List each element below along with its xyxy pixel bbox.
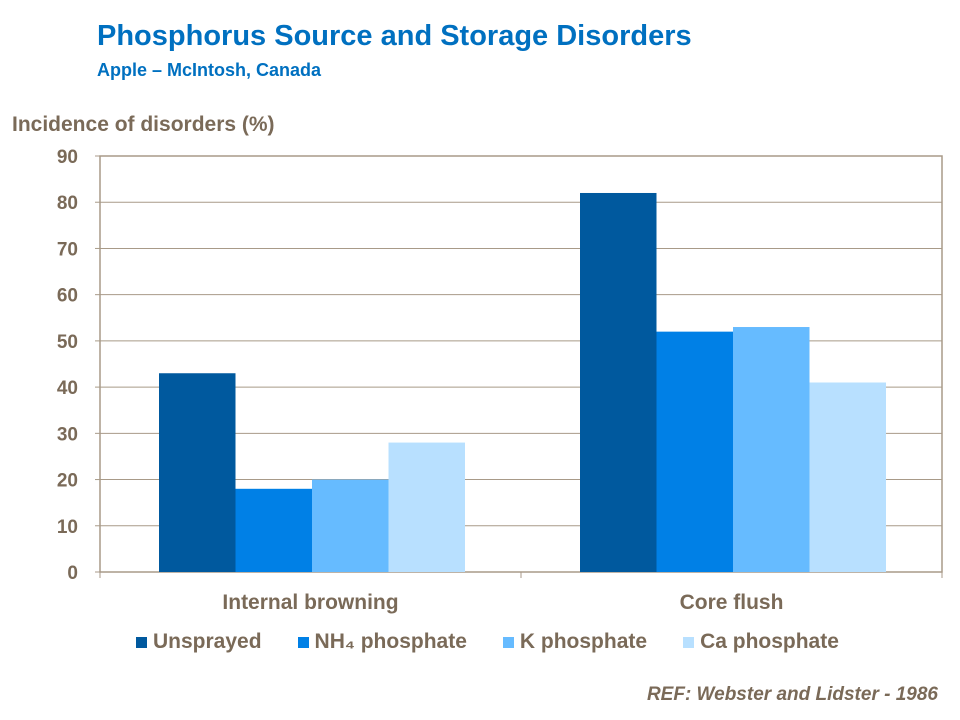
legend-swatch [136, 636, 147, 648]
x-category-label: Internal browning [222, 591, 398, 614]
bar-1-1 [656, 331, 733, 572]
bar-0-0 [159, 373, 236, 572]
y-tick-label: 0 [67, 563, 78, 584]
legend-label: K phosphate [519, 630, 648, 653]
y-tick-label: 70 [57, 239, 78, 260]
y-tick-label: 20 [57, 471, 78, 492]
y-axis-label: Incidence of disorders (%) [12, 113, 275, 136]
legend-item: Ca phosphate [683, 630, 839, 654]
y-tick-label: 10 [57, 517, 78, 538]
x-category-label: Core flush [680, 591, 784, 614]
legend-swatch [297, 636, 309, 648]
bar-1-3 [809, 382, 886, 572]
bar-0-2 [312, 479, 389, 572]
y-tick-label: 40 [57, 378, 78, 399]
legend-label: Unsprayed [153, 630, 262, 653]
y-tick-label: 60 [57, 286, 78, 307]
legend-label: Ca phosphate [700, 630, 839, 653]
y-tick-label: 50 [57, 332, 78, 353]
legend-item: K phosphate [502, 630, 648, 654]
y-tick-label: 80 [57, 193, 78, 214]
y-tick-label: 90 [57, 147, 78, 168]
legend-label: NH₄ phosphate [314, 630, 467, 653]
legend-item: NH₄ phosphate [297, 630, 467, 654]
chart-title: Phosphorus Source and Storage Disorders [97, 20, 692, 52]
legend: Unsprayed NH₄ phosphate K phosphate Ca phos… [136, 630, 875, 654]
legend-item: Unsprayed [136, 630, 262, 654]
legend-swatch [502, 636, 514, 648]
legend-swatch [683, 636, 695, 648]
reference-note: REF: Webster and Lidster - 1986 [646, 684, 938, 705]
bar-1-0 [580, 192, 657, 572]
bar-0-3 [388, 442, 465, 572]
chart-subtitle: Apple – McIntosh, Canada [97, 60, 322, 80]
bar-1-2 [733, 327, 810, 572]
bar-0-1 [235, 488, 312, 572]
y-tick-label: 30 [57, 424, 78, 445]
